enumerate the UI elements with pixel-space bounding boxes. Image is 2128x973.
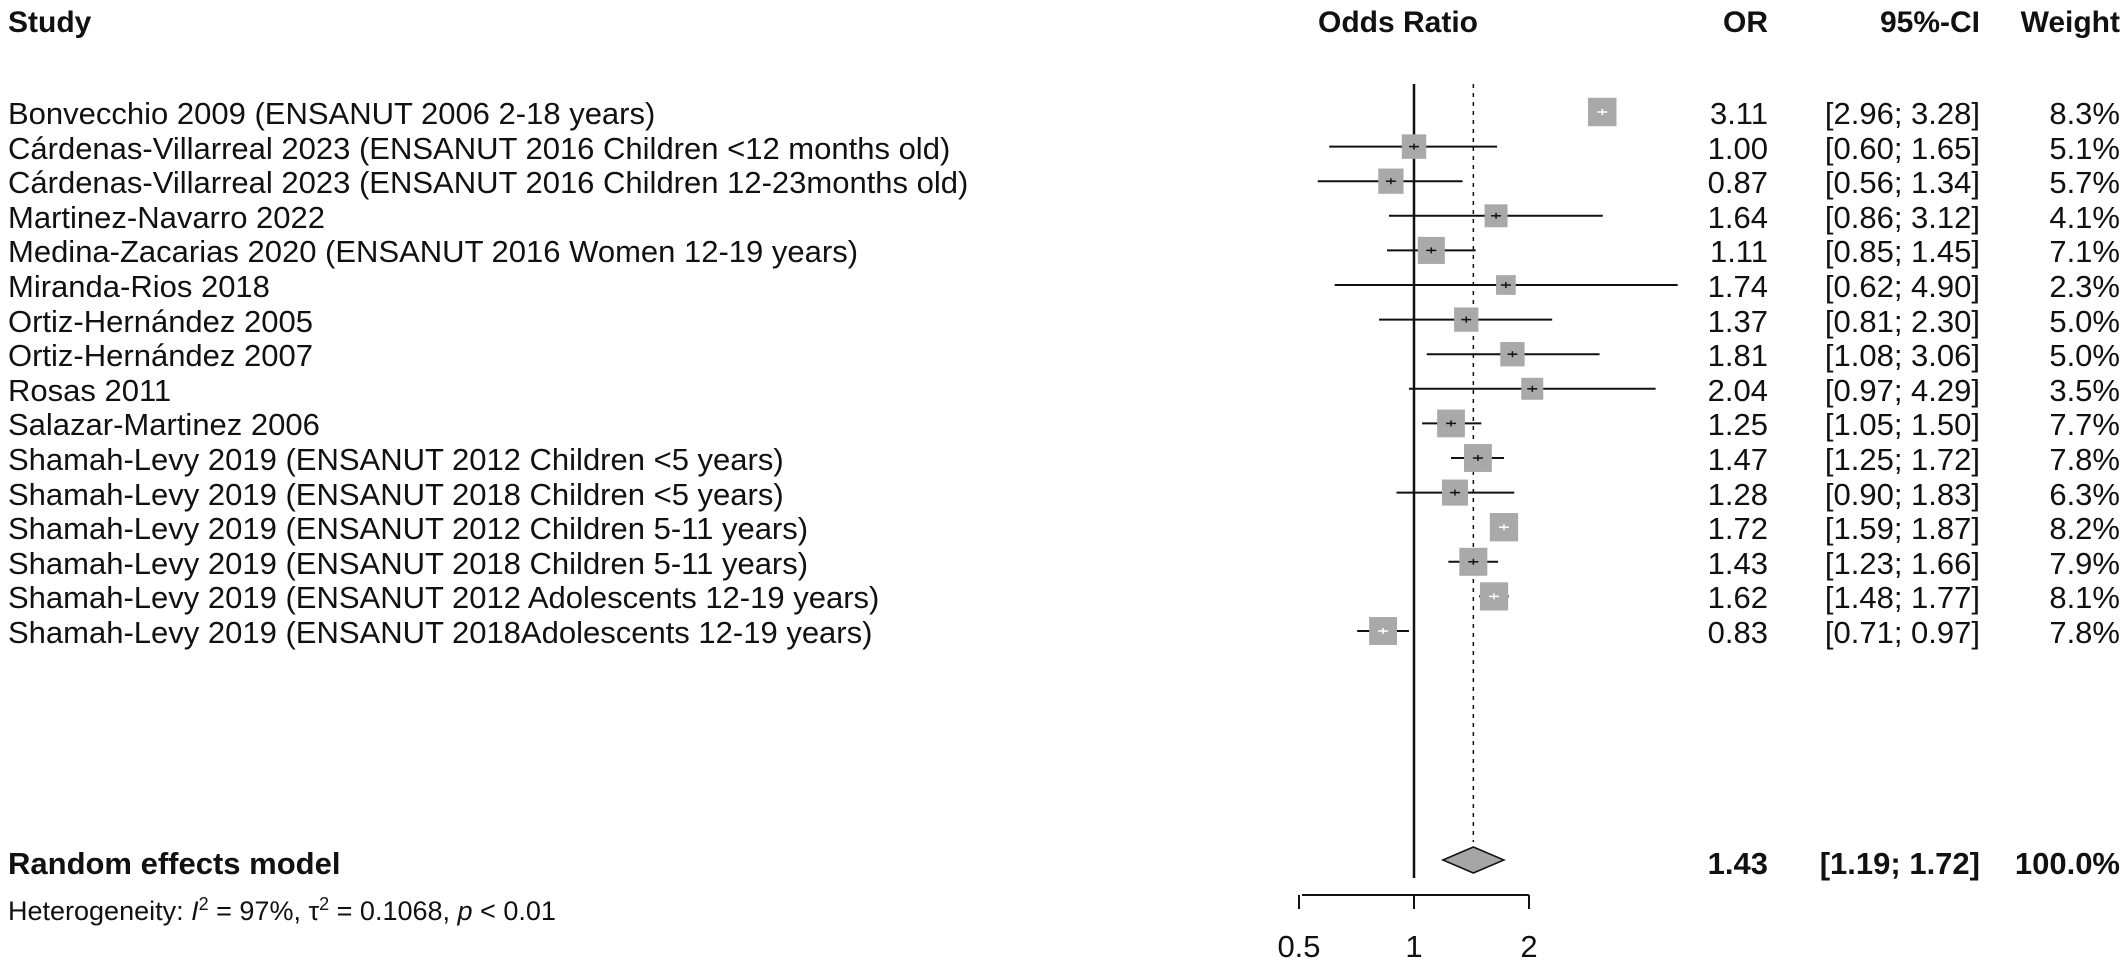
- x-tick-label: 0.5: [1277, 929, 1320, 964]
- study-weight: 8.3%: [2049, 96, 2120, 131]
- study-ci: [1.08; 3.06]: [1824, 338, 1980, 374]
- study-label: Ortiz-Hernández 2005: [8, 303, 313, 339]
- study-ci: [0.97; 4.29]: [1824, 372, 1980, 408]
- study-label: Salazar-Martinez 2006: [8, 407, 320, 443]
- header-weight: Weight: [2020, 6, 2120, 39]
- summary-weight: 100.0%: [2014, 846, 2120, 881]
- study-weight: 8.2%: [2049, 511, 2120, 547]
- study-weight: 7.9%: [2049, 545, 2120, 581]
- study-weight: 2.3%: [2049, 269, 2120, 304]
- x-tick-label: 2: [1520, 929, 1537, 964]
- study-label: Martinez-Navarro 2022: [8, 199, 326, 235]
- study-label: Cárdenas-Villarreal 2023 (ENSANUT 2016 C…: [8, 130, 951, 166]
- study-ci: [2.96; 3.28]: [1824, 96, 1980, 131]
- study-label: Shamah-Levy 2019 (ENSANUT 2018 Children …: [8, 476, 784, 512]
- study-ci: [0.81; 2.30]: [1824, 303, 1980, 339]
- study-weight: 5.7%: [2049, 165, 2120, 201]
- study-or: 1.72: [1707, 511, 1768, 547]
- study-weight: 7.7%: [2049, 407, 2120, 443]
- study-label: Bonvecchio 2009 (ENSANUT 2006 2-18 years…: [8, 96, 656, 131]
- het-tau-symbol: τ: [308, 896, 320, 926]
- study-or: 1.81: [1707, 338, 1768, 374]
- summary-ci: [1.19; 1.72]: [1819, 846, 1980, 881]
- summary-label: Random effects model: [8, 846, 341, 881]
- study-ci: [1.59; 1.87]: [1824, 511, 1980, 547]
- study-weight: 4.1%: [2049, 199, 2120, 235]
- study-ci: [1.48; 1.77]: [1824, 580, 1980, 616]
- study-or: 1.28: [1707, 476, 1768, 512]
- study-weight: 7.8%: [2049, 615, 2120, 650]
- study-ci: [0.62; 4.90]: [1824, 269, 1980, 304]
- study-or: 1.37: [1707, 303, 1768, 339]
- study-or: 2.04: [1707, 372, 1768, 408]
- study-ci: [1.23; 1.66]: [1824, 545, 1980, 581]
- study-or: 1.62: [1707, 580, 1768, 616]
- header-ci: 95%-CI: [1879, 6, 1980, 39]
- study-label: Shamah-Levy 2019 (ENSANUT 2018Adolescent…: [8, 615, 873, 650]
- study-label: Miranda-Rios 2018: [8, 269, 270, 304]
- study-weight: 6.3%: [2049, 476, 2120, 512]
- study-or: 0.83: [1707, 615, 1768, 650]
- study-or: 0.87: [1707, 165, 1768, 201]
- summary-or: 1.43: [1707, 846, 1768, 881]
- study-or: 1.00: [1707, 130, 1768, 166]
- header-or: OR: [1723, 6, 1768, 39]
- study-ci: [0.86; 3.12]: [1824, 199, 1980, 235]
- study-weight: 8.1%: [2049, 580, 2120, 616]
- study-label: Ortiz-Hernández 2007: [8, 338, 313, 374]
- study-ci: [0.71; 0.97]: [1824, 615, 1980, 650]
- study-ci: [1.25; 1.72]: [1824, 442, 1980, 477]
- study-or: 1.47: [1707, 442, 1768, 477]
- study-label: Shamah-Levy 2019 (ENSANUT 2012 Children …: [8, 442, 784, 477]
- study-ci: [0.85; 1.45]: [1824, 234, 1980, 270]
- study-or: 1.11: [1709, 234, 1768, 270]
- heterogeneity-text: Heterogeneity: I2 = 97%, τ2 = 0.1068, p …: [8, 894, 556, 926]
- study-or: 1.74: [1707, 269, 1768, 304]
- study-ci: [0.60; 1.65]: [1824, 130, 1980, 166]
- pooled-diamond: [1440, 846, 1506, 874]
- study-weight: 3.5%: [2049, 372, 2120, 408]
- study-ci: [0.56; 1.34]: [1824, 165, 1980, 201]
- het-i2-symbol: I: [191, 896, 199, 926]
- het-p-symbol: p: [457, 896, 473, 926]
- study-ci: [0.90; 1.83]: [1824, 476, 1980, 512]
- study-label: Cárdenas-Villarreal 2023 (ENSANUT 2016 C…: [8, 165, 969, 201]
- study-weight: 5.1%: [2049, 130, 2120, 166]
- study-or: 1.43: [1707, 545, 1768, 581]
- x-tick-label: 1: [1405, 929, 1422, 964]
- study-weight: 7.8%: [2049, 442, 2120, 477]
- study-or: 1.64: [1707, 199, 1768, 235]
- het-p-value: < 0.01: [472, 896, 556, 926]
- study-weight: 7.1%: [2049, 234, 2120, 270]
- study-label: Rosas 2011: [8, 372, 172, 408]
- study-ci: [1.05; 1.50]: [1824, 407, 1980, 443]
- het-prefix: Heterogeneity:: [8, 896, 192, 926]
- study-weight: 5.0%: [2049, 338, 2120, 374]
- study-label: Medina-Zacarias 2020 (ENSANUT 2016 Women…: [8, 234, 859, 270]
- study-label: Shamah-Levy 2019 (ENSANUT 2012 Children …: [8, 511, 809, 547]
- study-or: 3.11: [1709, 96, 1768, 131]
- het-i2-value: = 97%,: [208, 896, 309, 926]
- study-weight: 5.0%: [2049, 303, 2120, 339]
- het-tau-value: = 0.1068,: [329, 896, 458, 926]
- study-or: 1.25: [1707, 407, 1768, 443]
- header-study: Study: [8, 6, 92, 39]
- study-label: Shamah-Levy 2019 (ENSANUT 2018 Children …: [8, 545, 809, 581]
- header-odds-ratio: Odds Ratio: [1318, 6, 1479, 39]
- study-label: Shamah-Levy 2019 (ENSANUT 2012 Adolescen…: [8, 580, 880, 616]
